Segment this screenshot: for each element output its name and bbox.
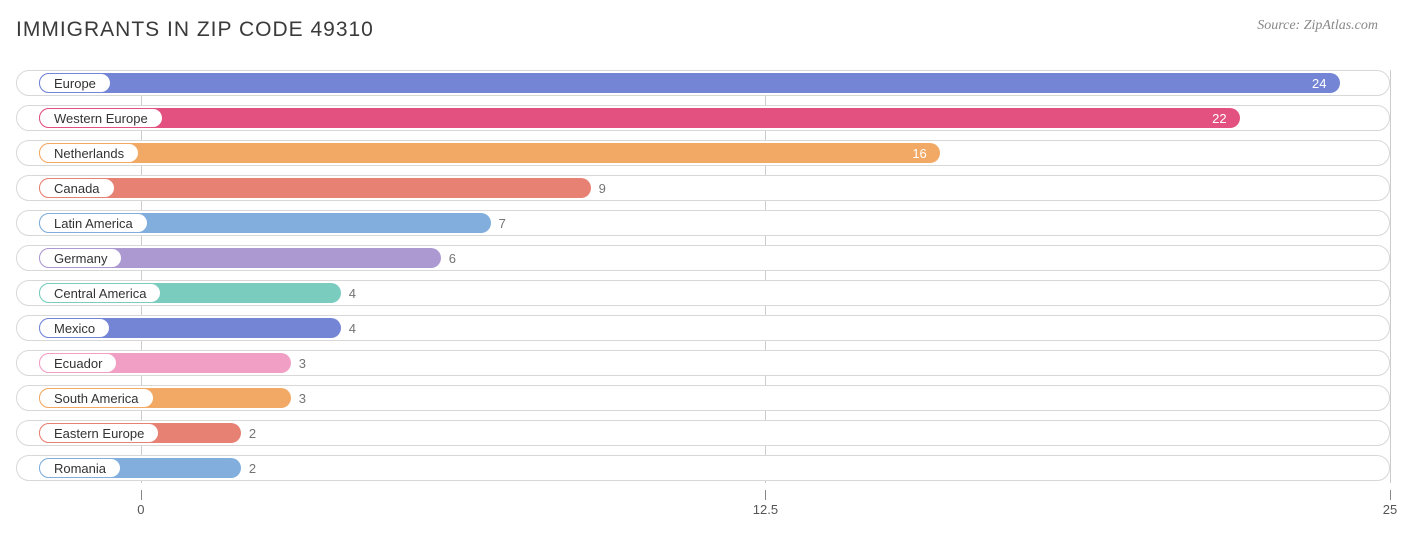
bar-fill bbox=[39, 108, 1240, 128]
bar-row: Germany 6 bbox=[16, 245, 1390, 273]
bar-fill bbox=[39, 73, 1340, 93]
axis-tick-label: 25 bbox=[1383, 502, 1397, 517]
bar-category-label: Latin America bbox=[39, 213, 148, 233]
bar-fill bbox=[39, 143, 940, 163]
bar-value-label: 16 bbox=[912, 140, 926, 166]
bar-value-label: 6 bbox=[449, 245, 456, 271]
bar-row: Netherlands 16 bbox=[16, 140, 1390, 168]
bar-value-label: 2 bbox=[249, 420, 256, 446]
bar-category-label: Mexico bbox=[39, 318, 110, 338]
bar-value-label: 22 bbox=[1212, 105, 1226, 131]
chart-area: Europe24Western Europe22Netherlands16Can… bbox=[0, 52, 1406, 483]
bar-value-label: 4 bbox=[349, 280, 356, 306]
bar-category-label: Germany bbox=[39, 248, 122, 268]
chart-title: IMMIGRANTS IN ZIP CODE 49310 bbox=[16, 18, 374, 42]
bar-value-label: 24 bbox=[1312, 70, 1326, 96]
bar-value-label: 4 bbox=[349, 315, 356, 341]
chart-source: Source: ZipAtlas.com bbox=[1257, 18, 1378, 34]
bars-container: Europe24Western Europe22Netherlands16Can… bbox=[16, 70, 1390, 483]
bar-value-label: 3 bbox=[299, 350, 306, 376]
bar-category-label: Netherlands bbox=[39, 143, 139, 163]
bar-row: Eastern Europe 2 bbox=[16, 420, 1390, 448]
bar-value-label: 2 bbox=[249, 455, 256, 481]
bar-category-label: Canada bbox=[39, 178, 115, 198]
bar-row: Latin America 7 bbox=[16, 210, 1390, 238]
bar-category-label: South America bbox=[39, 388, 154, 408]
bar-category-label: Romania bbox=[39, 458, 121, 478]
bar-category-label: Europe bbox=[39, 73, 111, 93]
bar-category-label: Ecuador bbox=[39, 353, 117, 373]
bar-category-label: Central America bbox=[39, 283, 161, 303]
axis-tick-label: 12.5 bbox=[753, 502, 778, 517]
bar-value-label: 7 bbox=[499, 210, 506, 236]
axis-tick bbox=[1390, 490, 1391, 500]
bar-row: Canada 9 bbox=[16, 175, 1390, 203]
axis-tick-label: 0 bbox=[137, 502, 144, 517]
axis-tick bbox=[141, 490, 142, 500]
gridline bbox=[1390, 70, 1391, 483]
bar-row: Europe 24 bbox=[16, 70, 1390, 98]
bar-row: Mexico 4 bbox=[16, 315, 1390, 343]
bar-value-label: 3 bbox=[299, 385, 306, 411]
bar-row: South America 3 bbox=[16, 385, 1390, 413]
bar-fill bbox=[39, 178, 591, 198]
x-axis: 012.525 bbox=[16, 490, 1390, 530]
bar-row: Ecuador 3 bbox=[16, 350, 1390, 378]
bar-row: Western Europe 22 bbox=[16, 105, 1390, 133]
axis-tick bbox=[765, 490, 766, 500]
bar-row: Romania 2 bbox=[16, 455, 1390, 483]
chart-header: IMMIGRANTS IN ZIP CODE 49310 Source: Zip… bbox=[0, 0, 1406, 52]
bar-value-label: 9 bbox=[599, 175, 606, 201]
bar-category-label: Eastern Europe bbox=[39, 423, 159, 443]
bar-row: Central America 4 bbox=[16, 280, 1390, 308]
bar-category-label: Western Europe bbox=[39, 108, 163, 128]
